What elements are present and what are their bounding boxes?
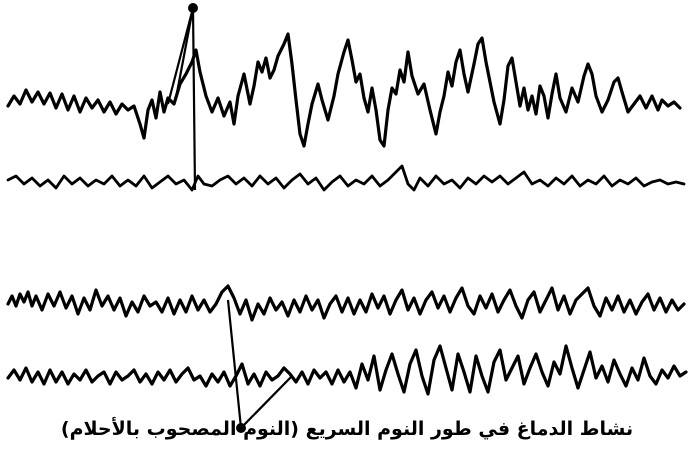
lower-pointer-line-right xyxy=(240,375,293,429)
upper-pointer-line-middle xyxy=(174,7,195,99)
eeg-trace-2 xyxy=(6,164,686,192)
upper-pointer xyxy=(166,3,198,191)
eeg-trace-4 xyxy=(6,344,688,396)
eeg-trace-3 xyxy=(6,284,686,322)
upper-pointer-line-left xyxy=(166,7,195,105)
eeg-trace-1 xyxy=(6,32,682,148)
lower-pointer-line-left xyxy=(226,299,243,429)
upper-pointer-line-vertical xyxy=(191,7,197,191)
figure-caption: نشاط الدماغ في طور النوم السريع (النوم ا… xyxy=(60,418,634,440)
lower-pointer xyxy=(226,299,293,433)
